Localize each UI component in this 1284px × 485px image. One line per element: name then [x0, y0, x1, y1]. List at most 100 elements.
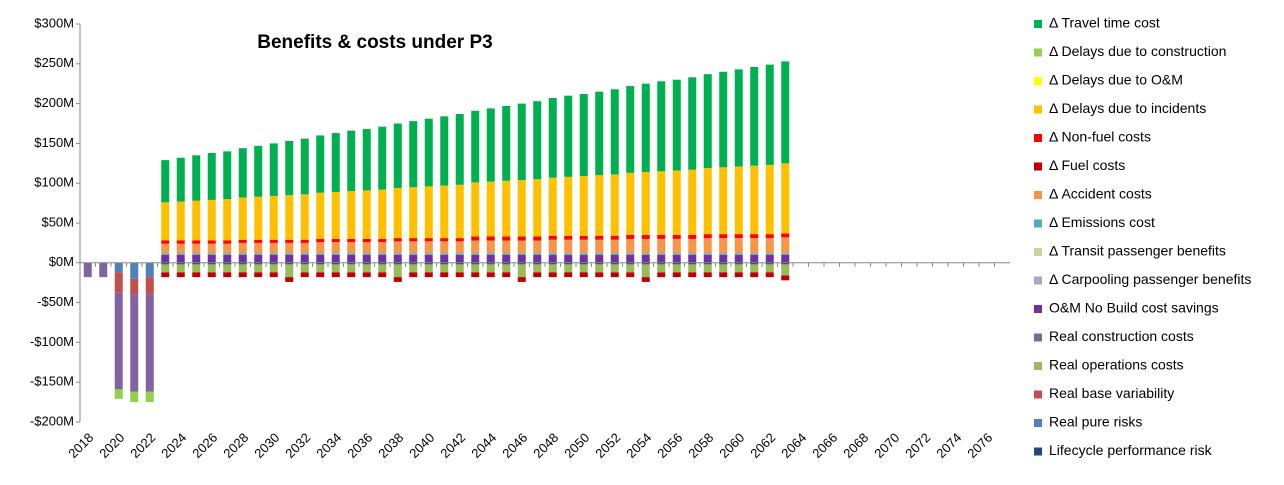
bar-segment — [238, 242, 247, 254]
legend-label: Δ Delays due to O&M — [1049, 72, 1183, 88]
bar-segment — [672, 170, 681, 235]
bar-segment — [223, 240, 232, 244]
bar-segment — [300, 254, 309, 263]
bar-segment — [362, 242, 371, 254]
bar-segment — [533, 262, 542, 265]
bar-segment — [192, 200, 201, 241]
bar-segment — [765, 164, 774, 235]
bar-segment — [657, 254, 666, 263]
bar-segment — [409, 121, 418, 188]
bar-segment — [548, 264, 557, 273]
bar-segment — [362, 190, 371, 239]
bar-segment — [455, 184, 464, 239]
bar-segment — [393, 264, 402, 278]
bar-segment — [610, 262, 619, 265]
bar-segment — [176, 254, 185, 263]
x-tick-label: 2048 — [530, 430, 561, 461]
bar-segment — [734, 69, 743, 167]
legend-swatch — [1034, 20, 1042, 28]
bar-segment — [765, 254, 774, 263]
x-tick-label: 2070 — [871, 430, 902, 461]
bar-segment — [533, 101, 542, 180]
bar-segment — [331, 191, 340, 239]
bar-segment — [207, 243, 216, 254]
bar-segment — [657, 234, 666, 239]
bar-segment — [533, 240, 542, 254]
bar-segment — [765, 234, 774, 239]
legend-swatch — [1034, 305, 1042, 313]
bar-segment — [130, 391, 139, 403]
bar-segment — [285, 242, 294, 254]
bar-segment — [486, 262, 495, 265]
legend-label: Δ Delays due to construction — [1049, 43, 1226, 59]
bar-segment — [750, 238, 759, 254]
bar-segment — [331, 272, 340, 278]
bar-segment — [641, 264, 650, 278]
y-tick-label: $50M — [41, 214, 74, 229]
bar-segment — [548, 272, 557, 278]
bar-segment — [223, 243, 232, 254]
bar-segment — [564, 176, 573, 236]
bar-segment — [331, 253, 340, 255]
bar-segment — [626, 254, 635, 263]
bar-segment — [688, 272, 697, 278]
bar-segment — [223, 272, 232, 278]
bar-segment — [238, 239, 247, 243]
bar-segment — [331, 262, 340, 265]
bar-segment — [176, 262, 185, 265]
bar-segment — [130, 262, 139, 279]
legend-label: Real operations costs — [1049, 357, 1184, 373]
bar-segment — [517, 236, 526, 241]
bar-segment — [781, 253, 790, 255]
bar-segment — [564, 264, 573, 273]
bar-segment — [610, 174, 619, 236]
bar-segment — [564, 239, 573, 254]
bar-segment — [626, 172, 635, 235]
bar-segment — [393, 262, 402, 265]
x-tick-label: 2032 — [282, 430, 313, 461]
x-tick-label: 2026 — [189, 430, 220, 461]
bar-segment — [734, 166, 743, 235]
bar-segment — [269, 143, 278, 196]
bar-segment — [424, 118, 433, 187]
x-tick-label: 2066 — [809, 430, 840, 461]
x-tick-label: 2022 — [127, 430, 158, 461]
bar-segment — [533, 253, 542, 255]
legend-label: Δ Travel time cost — [1049, 15, 1160, 31]
bar-segment — [641, 253, 650, 255]
legend-swatch — [1034, 48, 1042, 57]
bar-segment — [347, 254, 356, 263]
bar-segment — [192, 253, 201, 255]
bar-segment — [161, 160, 170, 203]
bar-segment — [254, 196, 263, 240]
bar-segment — [750, 165, 759, 235]
bar-segment — [471, 272, 480, 278]
bar-segment — [626, 272, 635, 278]
bar-segment — [781, 275, 790, 281]
bar-segment — [378, 272, 387, 278]
bar-segment — [517, 254, 526, 263]
bar-segment — [734, 262, 743, 265]
x-tick-label: 2046 — [499, 430, 530, 461]
bar-segment — [378, 264, 387, 273]
bar-segment — [393, 238, 402, 242]
legend-swatch — [1034, 447, 1042, 456]
bar-segment — [424, 264, 433, 273]
bar-segment — [719, 264, 728, 273]
bar-segment — [703, 272, 712, 278]
x-tick-label: 2050 — [561, 430, 592, 461]
bar-segment — [641, 83, 650, 173]
bar-segment — [269, 262, 278, 265]
bar-segment — [409, 253, 418, 255]
bar-segment — [595, 239, 604, 254]
bar-segment — [564, 253, 573, 255]
bar-segment — [579, 239, 588, 254]
bar-segment — [254, 253, 263, 255]
bar-segment — [176, 201, 185, 241]
legend-label: Δ Carpooling passenger benefits — [1049, 271, 1251, 287]
bar-segment — [533, 236, 542, 241]
bar-segment — [161, 264, 170, 273]
bar-segment — [114, 262, 123, 273]
legend-swatch — [1034, 390, 1042, 399]
bar-segment — [688, 169, 697, 235]
